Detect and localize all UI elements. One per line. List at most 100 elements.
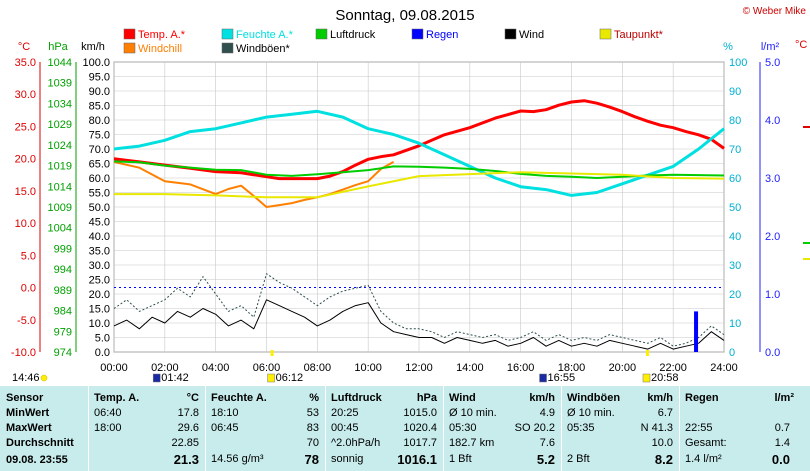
tick-label-rain: 4.0 <box>765 115 780 127</box>
hum-abs-value: 14.56 g/m³ <box>211 453 264 465</box>
rain-total-value: 1.4 <box>774 437 790 449</box>
sunrise-icon <box>267 373 275 383</box>
tick-label-pressure: 979 <box>54 326 72 338</box>
tick-label-x: 02:00 <box>151 362 179 374</box>
press-min-value: 1015.0 <box>403 407 437 419</box>
axis-unit-rain: l/m² <box>761 41 780 53</box>
series-line-temp-a <box>113 99 725 181</box>
rain-max-time: 22:55 <box>685 422 713 434</box>
tick-label-wind: 35.0 <box>89 246 110 258</box>
gust-min-value: 6.7 <box>657 407 673 419</box>
time-mark-label: 06:12 <box>276 372 304 384</box>
chart-title: Sonntag, 09.08.2015 <box>335 7 474 24</box>
tick-label-wind: 15.0 <box>89 304 110 316</box>
tick-label-wind: 40.0 <box>89 231 110 243</box>
temp-max-time: 18:00 <box>94 422 122 434</box>
legend-label: Feuchte A.* <box>236 29 294 41</box>
row-label-avg: Durchschnitt <box>6 437 74 449</box>
axis-unit-pressure: hPa <box>48 41 68 53</box>
tick-label-temp: -5.0 <box>17 315 36 327</box>
hum-max-time: 06:45 <box>211 422 239 434</box>
hdr-hum: Feuchte A. <box>211 392 267 404</box>
tick-label-wind: 25.0 <box>89 275 110 287</box>
gust-current-value: 8.2 <box>654 452 673 467</box>
hdr-press: Luftdruck <box>331 392 382 404</box>
tick-label-humidity: 100 <box>729 57 747 69</box>
moonset-icon <box>539 373 547 383</box>
series-line-windb-en <box>113 273 725 347</box>
tick-label-temp: 5.0 <box>21 250 36 262</box>
legend-label: Wind <box>519 29 544 41</box>
tick-label-x: 06:00 <box>253 362 281 374</box>
stats-col-sensor: Sensor MinWert MaxWert Durchschnitt 09.0… <box>0 386 88 471</box>
tick-label-wind: 60.0 <box>89 173 110 185</box>
tick-label-rain: 1.0 <box>765 289 780 301</box>
tick-label-pressure: 1024 <box>48 140 72 152</box>
tick-label-rain: 0.0 <box>765 347 780 359</box>
stats-col-gust: Windböen km/h Ø 10 min. 6.7 05:35 N 41.3 10… <box>561 386 679 471</box>
gust-avg-value: 10.0 <box>651 437 673 449</box>
gust-max-time: 05:35 <box>567 422 595 434</box>
wind-distance: 182.7 km <box>449 437 495 449</box>
tick-label-wind: 75.0 <box>89 130 110 142</box>
tick-label-wind: 95.0 <box>89 72 110 84</box>
tick-label-pressure: 984 <box>54 306 72 318</box>
rain-sum: 1.4 l/m² <box>685 453 722 465</box>
time-label-left: 14:46 <box>12 372 40 384</box>
tick-label-x: 24:00 <box>710 362 738 374</box>
sun-icon <box>40 374 48 382</box>
series-line-taupunkt <box>114 171 725 199</box>
legend-swatch <box>599 28 612 40</box>
wind-bft: 1 Bft <box>449 453 472 465</box>
hum-max-value: 83 <box>306 422 319 434</box>
tick-label-pressure: 989 <box>54 285 72 297</box>
legend-label: Luftdruck <box>330 29 376 41</box>
time-mark-label: 01:42 <box>161 372 189 384</box>
tick-label-humidity: 40 <box>729 231 741 243</box>
tick-label-humidity: 30 <box>729 260 741 272</box>
series-line-feuchte-a <box>113 109 725 197</box>
tick-label-humidity: 60 <box>729 173 741 185</box>
wind-max-value: SO 20.2 <box>514 422 555 434</box>
axis-unit-temp: °C <box>18 41 30 53</box>
stats-col-wind: Wind km/h Ø 10 min. 4.9 05:30 SO 20.2 182.7… <box>443 386 561 471</box>
legend-label: Windchill <box>138 43 182 55</box>
stats-col-temp: Temp. A. °C 06:40 17.8 18:00 29.6 22.85 21.… <box>88 386 205 471</box>
wind-min-label: Ø 10 min. <box>449 407 497 419</box>
tick-label-wind: 80.0 <box>89 115 110 127</box>
gust-bft: 2 Bft <box>567 453 590 465</box>
tick-label-pressure: 1034 <box>48 98 72 110</box>
hdr-wind: Wind <box>449 392 476 404</box>
tick-label-x: 22:00 <box>659 362 687 374</box>
tick-label-wind: 55.0 <box>89 188 110 200</box>
weather-chart: Sonntag, 09.08.2015 © Weber Mike Temp. A.*… <box>11 6 810 384</box>
stats-panel: Sensor MinWert MaxWert Durchschnitt 09.0… <box>0 386 810 471</box>
hdr-wind-unit: km/h <box>529 392 555 404</box>
stats-col-pressure: Luftdruck hPa 20:25 1015.0 00:45 1020.4 ^2.… <box>325 386 443 471</box>
legend-swatch <box>123 42 136 54</box>
tick-label-wind: 65.0 <box>89 159 110 171</box>
press-avg-value: 1017.7 <box>403 437 437 449</box>
wind-max-time: 05:30 <box>449 422 477 434</box>
press-max-time: 00:45 <box>331 422 359 434</box>
tick-label-pressure: 1039 <box>48 78 72 90</box>
tick-label-wind: 50.0 <box>89 202 110 214</box>
tick-label-humidity: 10 <box>729 318 741 330</box>
tick-label-rain: 3.0 <box>765 173 780 185</box>
tick-label-temp: 0.0 <box>21 283 36 295</box>
tick-label-x: 16:00 <box>507 362 535 374</box>
hdr-temp-unit: °C <box>186 392 199 404</box>
hdr-rain-unit: l/m² <box>774 392 794 404</box>
hdr-gust-unit: km/h <box>647 392 673 404</box>
tick-label-pressure: 1044 <box>48 57 72 69</box>
tick-label-wind: 20.0 <box>89 289 110 301</box>
tick-label-pressure: 999 <box>54 243 72 255</box>
time-mark-label: 20:58 <box>651 372 679 384</box>
tick-label-temp: 25.0 <box>15 121 36 133</box>
tick-label-wind: 100.0 <box>82 57 110 69</box>
tick-label-pressure: 994 <box>54 264 72 276</box>
gust-max-value: N 41.3 <box>640 422 673 434</box>
sunset-icon <box>642 373 651 383</box>
hum-current-value: 78 <box>304 452 319 467</box>
tick-label-wind: 90.0 <box>89 86 110 98</box>
